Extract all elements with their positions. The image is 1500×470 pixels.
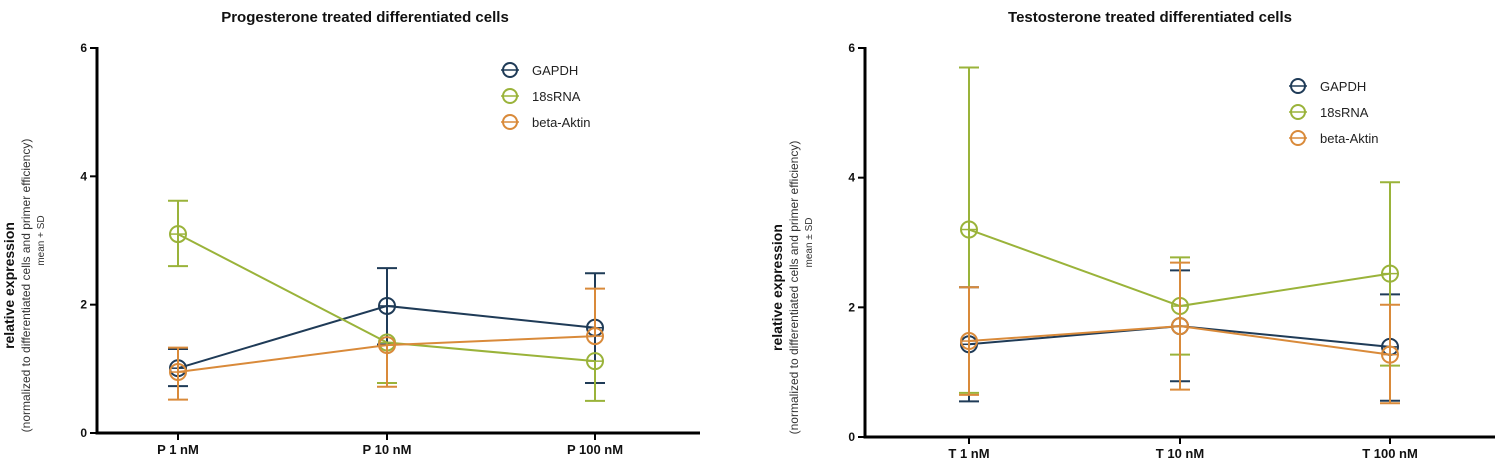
chart-1: Progesterone treated differentiated cell… [1,9,700,457]
y-tick-label: 0 [848,430,855,444]
legend-item: 18sRNA [1289,104,1369,120]
legend-label: 18sRNA [1320,105,1369,120]
x-tick-label: T 1 nM [948,446,989,461]
legend-label: 18sRNA [532,89,581,104]
legend-label: beta-Aktin [1320,131,1379,146]
legend-item: 18sRNA [501,88,581,104]
y-tick-label: 6 [80,41,87,55]
x-tick-label: T 10 nM [1156,446,1204,461]
legend-item: GAPDH [1289,78,1366,94]
y-tick-label: 4 [848,171,855,185]
y-tick-label: 4 [80,169,87,183]
y-axis-label: relative expression [769,224,785,351]
y-axis-sublabel: (normalized to differentiated cells and … [19,139,33,433]
series-beta-aktin [959,261,1400,405]
y-axis-sublabel: (normalized to differentiated cells and … [787,141,801,435]
series-beta-aktin [168,287,605,401]
legend-item: beta-Aktin [1289,130,1379,146]
x-tick-label: P 100 nM [567,442,623,457]
chart-title: Progesterone treated differentiated cell… [221,9,509,26]
y-tick-label: 2 [80,298,87,312]
chart-title: Testosterone treated differentiated cell… [1008,9,1292,26]
x-tick-label: P 10 nM [363,442,412,457]
chart-2: Testosterone treated differentiated cell… [769,9,1495,461]
y-tick-label: 2 [848,300,855,314]
legend-label: GAPDH [532,63,578,78]
y-axis-label: relative expression [1,222,17,349]
legend-item: beta-Aktin [501,114,591,130]
legend-label: GAPDH [1320,79,1366,94]
legend-label: beta-Aktin [532,115,591,130]
y-tick-label: 6 [848,41,855,55]
y-tick-label: 0 [80,426,87,440]
y-axis-stat-label: mean + SD [36,215,47,265]
legend-item: GAPDH [501,62,578,78]
y-axis-stat-label: mean ± SD [804,218,815,268]
x-tick-label: P 1 nM [157,442,199,457]
x-tick-label: T 100 nM [1362,446,1418,461]
